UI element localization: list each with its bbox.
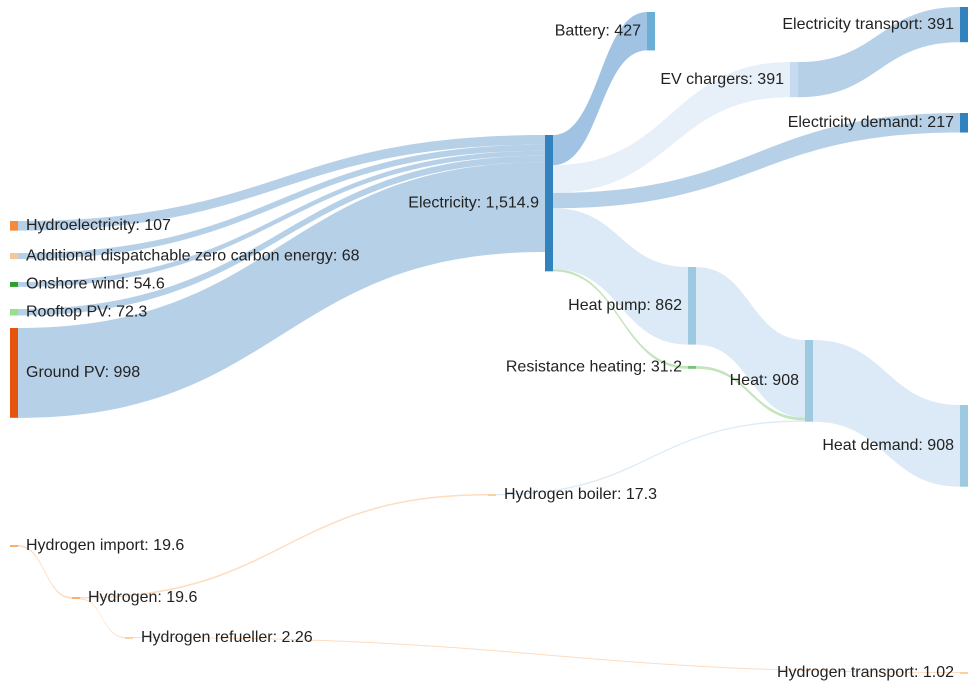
node [10,221,18,231]
link [18,150,545,287]
node [688,366,696,369]
node [647,12,655,51]
node-label: Heat pump: 862 [568,297,682,314]
link [18,155,545,316]
node [960,113,968,133]
node-label: Hydrogen transport: 1.02 [777,664,954,681]
node-label: Hydrogen import: 19.6 [26,537,184,554]
node-label: Heat: 908 [730,372,799,389]
link [80,494,488,599]
node [10,328,18,418]
link [80,598,125,638]
node-label: Hydrogen: 19.6 [88,589,198,606]
node [10,253,18,260]
node [72,597,80,599]
link [798,7,960,98]
nodes [10,7,968,674]
link [18,135,545,231]
node-label: Hydroelectricity: 107 [26,217,171,234]
link [813,340,960,487]
node-label: Ground PV: 998 [26,364,140,381]
node [960,7,968,43]
link [133,637,960,673]
link [696,267,805,418]
node-label: Additional dispatchable zero carbon ener… [26,247,360,264]
link [553,62,790,193]
node-label: Battery: 427 [555,22,641,39]
link [18,144,545,260]
link [696,366,805,421]
node-label: Electricity demand: 217 [788,114,954,131]
node [125,637,133,639]
node-label: Resistance heating: 31.2 [506,359,682,376]
node [790,62,798,98]
node [960,405,968,487]
link [553,269,688,369]
links [18,7,960,673]
link [18,162,545,418]
labels: Hydroelectricity: 107 Additional dispatch… [26,16,954,681]
node-label: Onshore wind: 54.6 [26,276,165,293]
node [10,545,18,547]
node-label: Electricity: 1,514.9 [408,194,539,211]
node-label: Electricity transport: 391 [782,16,954,33]
link [496,420,805,496]
link [553,208,688,345]
node-label: Rooftop PV: 72.3 [26,303,147,320]
link [553,113,960,209]
node [10,282,18,287]
node [960,672,968,674]
node-label: Heat demand: 908 [822,437,954,454]
node-label: Hydrogen refueller: 2.26 [141,629,313,646]
link [553,12,647,166]
node [688,267,696,345]
node [10,309,18,316]
node [805,340,813,422]
link [18,545,72,599]
node [488,494,496,496]
node-label: EV chargers: 391 [660,71,784,88]
node [545,135,553,272]
node-label: Hydrogen boiler: 17.3 [504,486,657,503]
